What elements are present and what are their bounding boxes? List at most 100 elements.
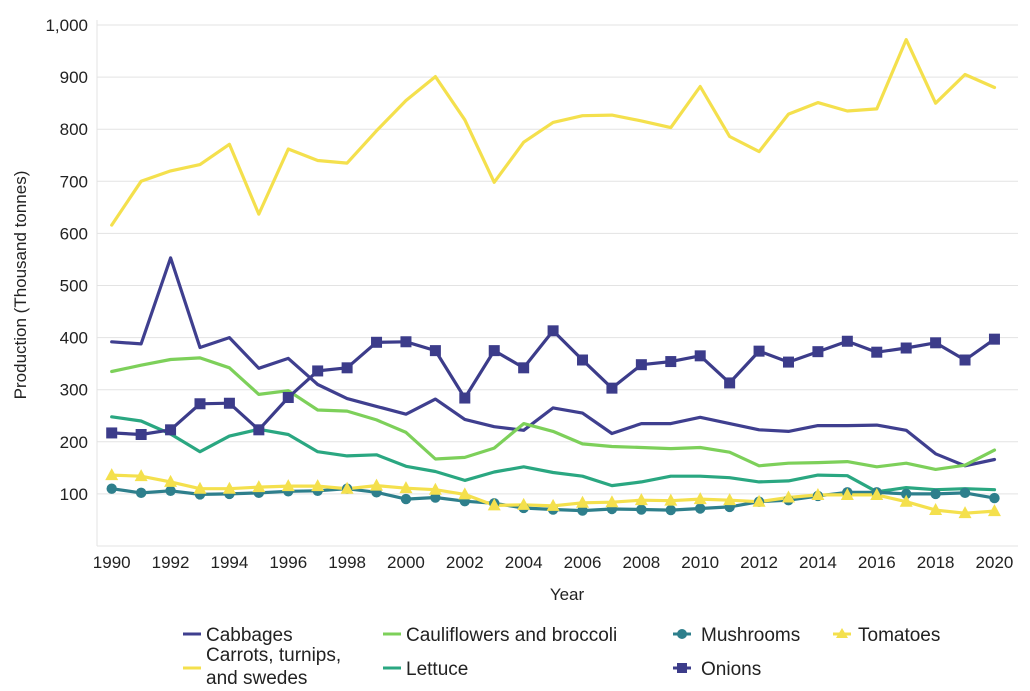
- data-point-mushrooms: [930, 488, 941, 500]
- data-point-tomatoes: [311, 479, 325, 492]
- x-tick-label: 2020: [976, 553, 1014, 572]
- x-tick-label: 1992: [152, 553, 190, 572]
- x-tick-label: 1996: [269, 553, 307, 572]
- data-point-tomatoes: [605, 495, 619, 508]
- series-line-cauliflowers-and-broccoli: [110, 356, 997, 471]
- data-point-onions: [841, 335, 853, 347]
- legend-swatch-mushrooms: [673, 629, 691, 639]
- y-tick-label: 400: [60, 329, 88, 348]
- x-tick-label: 2000: [387, 553, 425, 572]
- y-tick-label: 200: [60, 433, 88, 452]
- legend-label-mushrooms: Mushrooms: [701, 625, 800, 646]
- data-point-onions: [577, 354, 589, 366]
- data-point-tomatoes: [634, 493, 648, 506]
- series-line-lettuce: [110, 415, 997, 494]
- data-point-tomatoes: [546, 498, 560, 511]
- data-point-onions: [988, 333, 1000, 345]
- legend-swatch-tomatoes: [833, 628, 851, 638]
- y-tick-label: 100: [60, 485, 88, 504]
- data-point-mushrooms: [165, 485, 176, 496]
- data-point-tomatoes: [222, 481, 236, 494]
- series-markers: [105, 325, 1001, 519]
- data-point-mushrooms: [577, 505, 588, 516]
- data-point-mushrooms: [989, 492, 1000, 504]
- y-tick-label: 800: [60, 120, 88, 139]
- data-point-onions: [341, 362, 353, 374]
- data-point-tomatoes: [134, 469, 148, 482]
- data-point-onions: [782, 356, 794, 368]
- data-point-tomatoes: [752, 494, 766, 507]
- data-point-tomatoes: [370, 478, 384, 491]
- data-point-onions: [371, 336, 383, 348]
- x-tick-label: 2010: [681, 553, 719, 572]
- data-point-tomatoes: [281, 479, 295, 492]
- x-axis-title: Year: [550, 585, 585, 604]
- data-point-mushrooms: [106, 483, 117, 494]
- data-point-mushrooms: [695, 503, 706, 514]
- data-point-onions: [518, 362, 530, 374]
- data-point-onions: [194, 398, 206, 410]
- legend-label-tomatoes: Tomatoes: [858, 625, 940, 646]
- legend-label-cabbages: Cabbages: [206, 625, 293, 646]
- x-tick-label: 1990: [93, 553, 131, 572]
- data-point-onions: [635, 359, 647, 371]
- data-point-tomatoes: [252, 480, 266, 493]
- x-tick-label: 2004: [505, 553, 543, 572]
- data-point-onions: [253, 424, 265, 436]
- data-point-tomatoes: [193, 481, 207, 494]
- data-point-tomatoes: [517, 497, 531, 510]
- axes: [96, 20, 1018, 547]
- data-point-tomatoes: [458, 487, 472, 500]
- data-point-onions: [900, 342, 912, 354]
- legend-label-carrots-line2: and swedes: [206, 668, 307, 689]
- data-point-tomatoes: [693, 492, 707, 505]
- data-point-onions: [488, 345, 500, 357]
- data-point-mushrooms: [430, 492, 441, 503]
- y-axis-title: Production (Thousand tonnes): [11, 171, 30, 400]
- data-point-onions: [753, 345, 765, 357]
- data-point-mushrooms: [135, 487, 147, 499]
- data-point-mushrooms: [636, 504, 647, 515]
- x-tick-label: 2002: [446, 553, 484, 572]
- data-point-tomatoes: [899, 494, 913, 507]
- y-tick-label: 700: [60, 172, 88, 191]
- y-tick-label: 300: [60, 381, 88, 400]
- data-point-onions: [165, 424, 177, 436]
- data-point-tomatoes: [870, 487, 884, 500]
- data-point-tomatoes: [664, 493, 678, 506]
- data-point-onions: [959, 354, 971, 366]
- x-tick-label: 2018: [917, 553, 955, 572]
- data-point-onions: [459, 392, 471, 404]
- data-point-tomatoes: [811, 487, 825, 500]
- legend-label-carrots-line1: Carrots, turnips,: [206, 645, 341, 666]
- legend-label-cauliflowers-and-broccoli: Cauliflowers and broccoli: [406, 625, 617, 646]
- data-point-tomatoes: [958, 506, 972, 519]
- data-point-tomatoes: [340, 481, 354, 494]
- data-point-tomatoes: [781, 490, 795, 503]
- data-point-mushrooms: [665, 504, 676, 516]
- data-point-tomatoes: [576, 495, 590, 508]
- data-point-onions: [106, 427, 118, 439]
- data-point-onions: [606, 382, 618, 394]
- data-point-onions: [694, 350, 706, 362]
- legend-label-onions: Onions: [701, 659, 761, 680]
- y-tick-label: 500: [60, 277, 88, 296]
- data-point-onions: [665, 356, 677, 368]
- data-point-onions: [724, 377, 736, 389]
- data-point-onions: [871, 346, 883, 358]
- data-point-onions: [282, 392, 294, 404]
- x-tick-label: 2016: [858, 553, 896, 572]
- x-tick-label: 2008: [622, 553, 660, 572]
- data-point-tomatoes: [929, 503, 943, 516]
- legend-label-lettuce: Lettuce: [406, 659, 468, 680]
- y-tick-label: 1,000: [45, 16, 88, 35]
- data-point-onions: [547, 325, 559, 337]
- series-line-cabbages: [110, 256, 997, 468]
- grid-lines: [97, 24, 1018, 495]
- data-point-onions: [135, 429, 147, 441]
- data-point-tomatoes: [399, 481, 413, 494]
- data-point-tomatoes: [987, 504, 1001, 517]
- y-tick-label: 900: [60, 68, 88, 87]
- data-point-mushrooms: [900, 488, 912, 500]
